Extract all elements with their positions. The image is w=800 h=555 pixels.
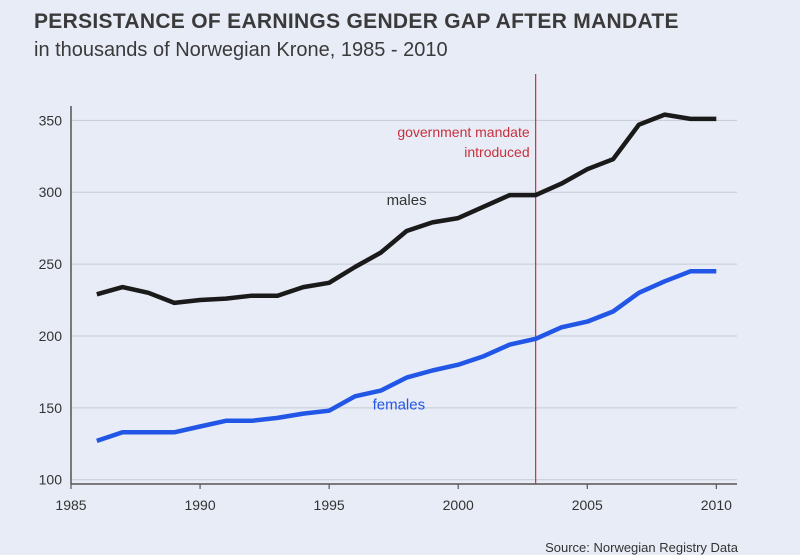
x-tick-label-2000: 2000 (443, 497, 474, 513)
y-tick-label-300: 300 (39, 184, 63, 200)
x-tick-label-1985: 1985 (55, 497, 86, 513)
y-tick-label-150: 150 (39, 400, 63, 416)
x-tick-label-2010: 2010 (701, 497, 732, 513)
grid-lines (71, 119, 737, 481)
x-tick-label-2005: 2005 (572, 497, 603, 513)
y-tick-label-100: 100 (39, 472, 63, 488)
males-label: males (387, 192, 427, 209)
series-labels: males females (373, 192, 427, 413)
females-line (96, 269, 717, 444)
males-line (96, 112, 717, 306)
chart-title: PERSISTANCE OF EARNINGS GENDER GAP AFTER… (34, 10, 679, 33)
axes (70, 106, 737, 485)
chart-subtitle: in thousands of Norwegian Krone, 1985 - … (34, 39, 448, 61)
source-note: Source: Norwegian Registry Data (545, 540, 738, 555)
x-axis-ticks: 1985 1990 1995 2000 2005 2010 (55, 484, 732, 513)
series-lines (96, 112, 717, 444)
y-tick-label-350: 350 (39, 112, 63, 128)
y-tick-label-200: 200 (39, 328, 63, 344)
x-tick-label-1995: 1995 (314, 497, 345, 513)
y-axis-ticks: 100 150 200 250 300 350 (39, 112, 63, 487)
females-label: females (373, 396, 426, 413)
mandate-label-line-1: government mandate (397, 124, 530, 140)
x-tick-label-1990: 1990 (184, 497, 215, 513)
mandate-annotation: government mandate introduced (397, 74, 537, 484)
mandate-label-line-2: introduced (464, 144, 529, 160)
y-tick-label-250: 250 (39, 256, 63, 272)
